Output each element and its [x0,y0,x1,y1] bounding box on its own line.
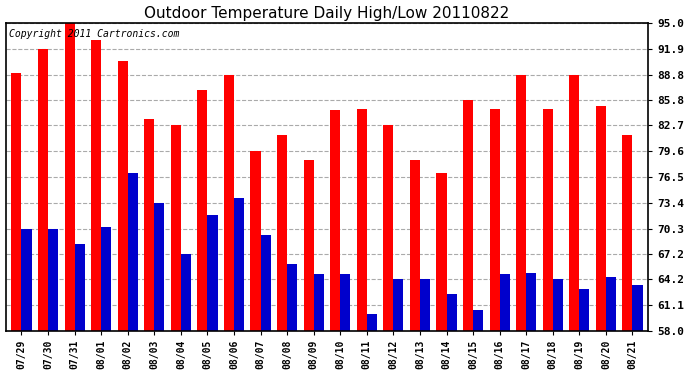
Bar [38,49,48,331]
Bar [181,255,191,331]
Bar [410,160,420,331]
Bar [287,264,297,331]
Bar [128,173,138,331]
Bar [500,274,510,331]
Bar [208,214,217,331]
Bar [384,126,393,331]
Bar [250,151,261,331]
Bar [553,279,563,331]
Text: Copyright 2011 Cartronics.com: Copyright 2011 Cartronics.com [9,29,179,39]
Bar [91,40,101,331]
Bar [261,236,270,331]
Bar [580,290,589,331]
Bar [197,90,208,331]
Bar [171,126,181,331]
Bar [48,229,58,331]
Bar [526,273,536,331]
Bar [65,23,75,331]
Bar [357,109,367,331]
Bar [490,109,500,331]
Bar [277,135,287,331]
Bar [21,229,32,331]
Bar [234,198,244,331]
Bar [144,119,155,331]
Bar [633,285,642,331]
Bar [543,109,553,331]
Bar [304,160,314,331]
Bar [516,75,526,331]
Bar [596,106,606,331]
Bar [155,203,164,331]
Title: Outdoor Temperature Daily High/Low 20110822: Outdoor Temperature Daily High/Low 20110… [144,6,510,21]
Bar [75,244,85,331]
Bar [331,111,340,331]
Bar [420,279,430,331]
Bar [367,314,377,331]
Bar [569,75,580,331]
Bar [437,173,446,331]
Bar [463,100,473,331]
Bar [340,274,351,331]
Bar [473,310,483,331]
Bar [118,60,128,331]
Bar [12,73,21,331]
Bar [314,274,324,331]
Bar [622,135,633,331]
Bar [224,75,234,331]
Bar [101,227,111,331]
Bar [606,277,616,331]
Bar [393,279,404,331]
Bar [446,294,457,331]
